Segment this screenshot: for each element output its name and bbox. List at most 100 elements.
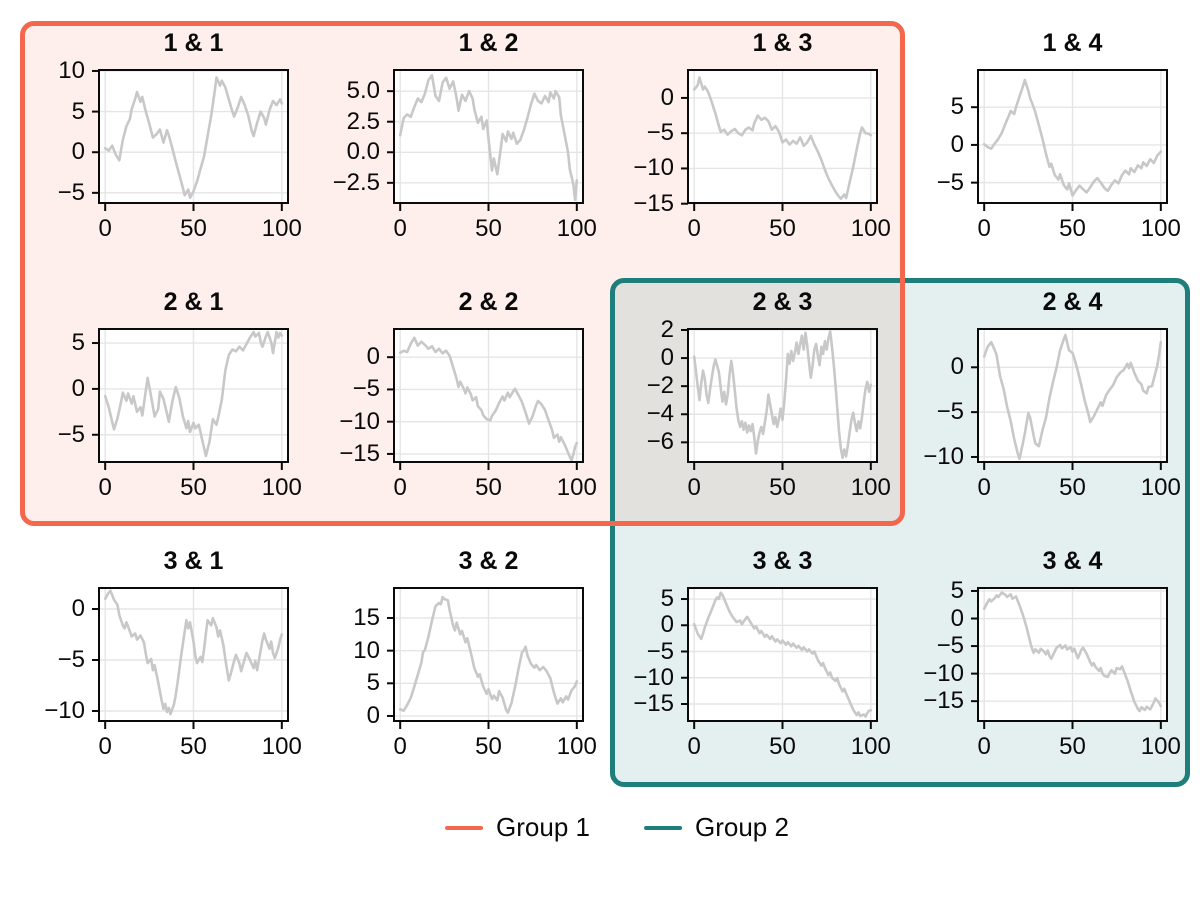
group2-line-swatch: [644, 825, 682, 830]
subplot-axes-1-3: [681, 69, 878, 211]
y-tick-label: −5: [57, 178, 85, 206]
series-line-3-4: [982, 591, 1163, 713]
y-tick-label: −5: [936, 168, 964, 196]
series-line-2-4: [982, 333, 1163, 461]
y-tick-label: −5: [646, 637, 674, 665]
x-tick-label: 100: [556, 215, 597, 242]
y-tick-label: 10: [353, 636, 380, 664]
y-tick-label: −10: [633, 663, 674, 691]
x-tick-label: 0: [98, 474, 112, 501]
y-tick-label: 5: [660, 585, 674, 613]
y-tick-label: −10: [923, 659, 964, 687]
x-tick-label: 100: [261, 733, 302, 760]
y-tick-label: 0: [71, 595, 85, 622]
x-tick-label: 50: [475, 215, 502, 242]
subplot-axes-2-2: [387, 328, 584, 470]
x-tick-label: 50: [475, 733, 502, 760]
subplot-axes-1-1: [92, 69, 289, 211]
y-tick-label: 0: [660, 611, 674, 639]
x-tick-label: 50: [769, 215, 796, 242]
y-tick-label: −5: [936, 632, 964, 660]
y-tick-label: −10: [44, 697, 85, 724]
y-tick-label: 2: [660, 315, 674, 343]
y-tick-label: −5: [936, 398, 964, 426]
y-tick-label: −10: [339, 407, 380, 435]
x-tick-label: 100: [850, 215, 891, 242]
x-tick-label: 0: [977, 733, 991, 760]
y-tick-label: 0: [71, 374, 85, 402]
x-tick-label: 50: [180, 215, 207, 242]
x-tick-label: 50: [1059, 733, 1086, 760]
subplot-title-1-1: 1 & 1: [163, 29, 224, 57]
x-tick-label: 50: [180, 733, 207, 760]
x-tick-label: 100: [1140, 215, 1181, 242]
x-tick-label: 50: [180, 474, 207, 501]
y-tick-label: 10: [58, 56, 85, 84]
subplot-title-1-3: 1 & 3: [752, 29, 813, 57]
subplot-title-2-1: 2 & 1: [163, 288, 224, 316]
y-tick-label: −10: [923, 442, 964, 470]
y-tick-label: 5: [366, 669, 380, 697]
subplot-axes-2-3: [681, 328, 878, 470]
x-tick-label: 0: [393, 215, 407, 242]
y-tick-label: 5.0: [346, 77, 380, 105]
y-tick-label: −5: [57, 420, 85, 448]
series-line-2-3: [692, 330, 873, 460]
series-line-3-1: [103, 589, 284, 716]
subplot-title-1-4: 1 & 4: [1042, 29, 1103, 57]
y-tick-label: −4: [646, 400, 674, 428]
y-tick-label: 0: [366, 701, 380, 729]
y-tick-label: 0: [950, 604, 964, 632]
legend-label-group2: Group 2: [695, 812, 789, 842]
y-tick-label: 15: [353, 603, 380, 631]
y-tick-label: 0: [660, 344, 674, 372]
subplot-title-2-2: 2 & 2: [458, 288, 519, 316]
x-tick-label: 0: [393, 474, 407, 501]
x-tick-label: 0: [393, 733, 407, 760]
series-line-1-1: [103, 76, 284, 199]
y-tick-label: 5: [950, 93, 964, 121]
series-line-2-1: [103, 330, 284, 458]
x-tick-label: 100: [556, 474, 597, 501]
y-tick-label: 0: [366, 343, 380, 371]
group1-line-swatch: [445, 825, 484, 830]
x-tick-label: 100: [1140, 733, 1181, 760]
series-line-3-2: [398, 595, 579, 714]
subplot-axes-1-2: [387, 69, 584, 211]
x-tick-label: 50: [769, 474, 796, 501]
subplot-title-2-4: 2 & 4: [1042, 288, 1103, 316]
x-tick-label: 0: [98, 733, 112, 760]
subplot-axes-2-1: [92, 328, 289, 470]
x-tick-label: 100: [850, 733, 891, 760]
series-line-2-2: [398, 336, 579, 462]
x-tick-label: 100: [261, 215, 302, 242]
x-tick-label: 0: [977, 215, 991, 242]
y-tick-label: −5: [352, 375, 380, 403]
series-line-3-3: [692, 591, 873, 718]
legend-item-group2: Group 2: [644, 812, 789, 843]
y-tick-label: −10: [633, 154, 674, 182]
subplot-axes-3-4: [971, 587, 1168, 729]
x-tick-label: 0: [687, 215, 701, 242]
x-tick-label: 0: [98, 215, 112, 242]
y-tick-label: 0.0: [346, 138, 380, 166]
series-line-1-3: [692, 76, 873, 201]
y-tick-label: −5: [646, 119, 674, 147]
subplot-title-3-2: 3 & 2: [458, 547, 519, 575]
subplot-axes-3-2: [387, 587, 584, 729]
series-line-1-4: [982, 78, 1163, 197]
y-tick-label: 0: [950, 130, 964, 158]
y-tick-label: −15: [633, 689, 674, 717]
subplot-axes-2-4: [971, 328, 1168, 470]
y-tick-label: 5: [950, 576, 964, 604]
x-tick-label: 100: [556, 733, 597, 760]
y-tick-label: 0: [660, 83, 674, 111]
x-tick-label: 50: [1059, 474, 1086, 501]
legend-label-group1: Group 1: [496, 812, 590, 842]
x-tick-label: 0: [687, 474, 701, 501]
x-tick-label: 50: [769, 733, 796, 760]
x-tick-label: 0: [977, 474, 991, 501]
subplot-title-2-3: 2 & 3: [752, 288, 813, 316]
legend: Group 1 Group 2: [445, 812, 789, 843]
